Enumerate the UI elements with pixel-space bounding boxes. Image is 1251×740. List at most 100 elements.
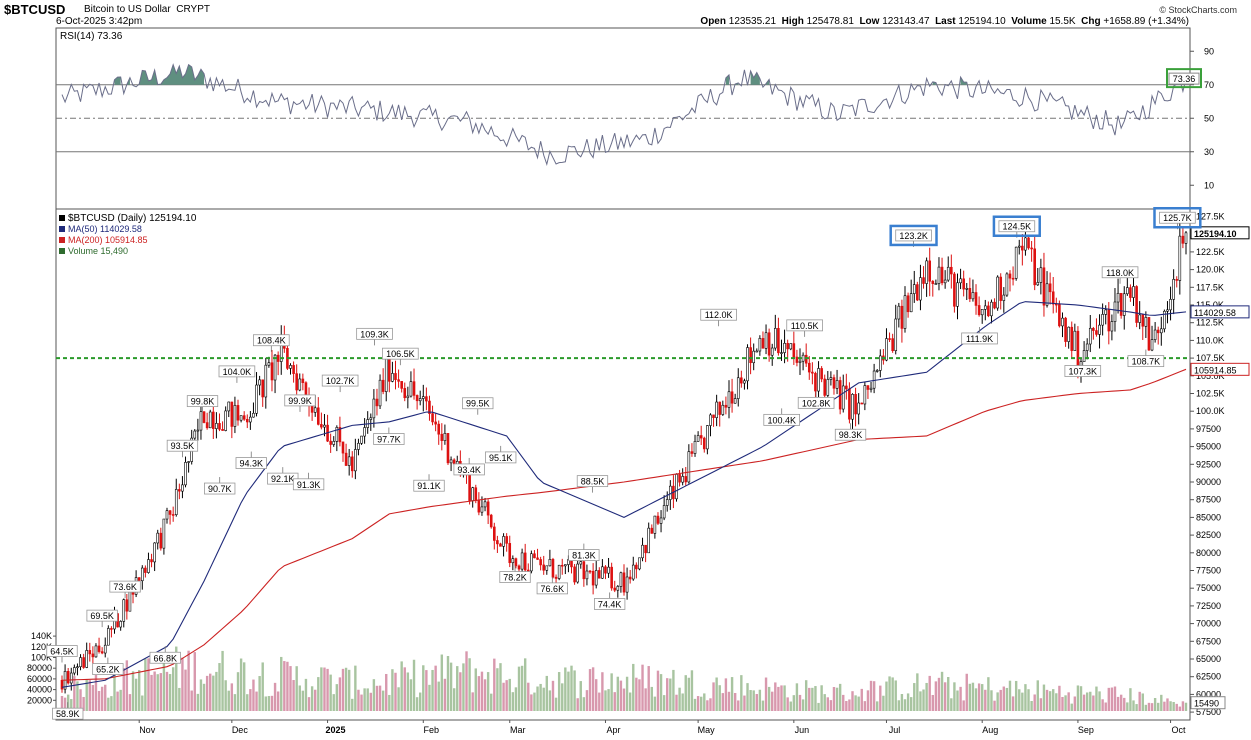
- volume-bar: [641, 664, 644, 711]
- volume-bar: [570, 665, 573, 711]
- candle-body: [406, 395, 410, 399]
- volume-bar: [310, 686, 314, 711]
- volume-bar: [1144, 704, 1148, 711]
- candle-body: [140, 567, 144, 582]
- candle-body: [931, 280, 935, 284]
- x-axis-label: Dec: [232, 725, 249, 735]
- volume-bar: [755, 694, 758, 711]
- volume-bar: [144, 658, 147, 711]
- candle-body: [452, 459, 456, 465]
- volume-tick-label: 60000: [27, 674, 52, 684]
- candle-body: [60, 679, 64, 690]
- volume-bar: [1101, 699, 1104, 711]
- volume-bar: [406, 672, 410, 711]
- candle-body: [542, 564, 546, 571]
- callout-highlight-box: [889, 224, 938, 247]
- candle-body: [1101, 314, 1104, 326]
- volume-bar: [1157, 702, 1160, 711]
- candle-body: [412, 381, 416, 396]
- callout-box: [576, 475, 609, 488]
- candle-body: [1126, 287, 1129, 295]
- volume-bar: [625, 676, 629, 711]
- volume-bar: [653, 696, 657, 711]
- candle-body: [557, 564, 561, 579]
- callout-label: 125.7K: [1163, 213, 1192, 223]
- candle-body: [937, 266, 941, 284]
- volume-bar: [823, 694, 826, 711]
- volume-bar: [894, 680, 897, 711]
- volume-bar: [499, 663, 502, 711]
- volume-bar: [792, 695, 796, 711]
- volume-bar: [456, 666, 459, 711]
- volume-bar: [1132, 700, 1135, 711]
- volume-bar: [437, 681, 440, 711]
- callout-box: [92, 663, 124, 675]
- candle-body: [147, 559, 150, 573]
- low-value: 123143.47: [882, 16, 930, 27]
- volume-bar: [329, 674, 332, 711]
- ma200-line: [61, 368, 1187, 681]
- callout-label: 69.5K: [90, 611, 114, 621]
- candle-body: [777, 328, 780, 354]
- volume-bar: [221, 650, 224, 711]
- candle-body: [641, 544, 644, 559]
- volume-bar: [539, 683, 542, 711]
- volume-bar: [1005, 687, 1009, 711]
- candle-body: [764, 332, 768, 349]
- volume-bar: [851, 691, 854, 711]
- candle-body: [295, 373, 298, 391]
- candle-body: [73, 667, 76, 674]
- candle-body: [159, 532, 163, 549]
- candle-body: [107, 628, 110, 646]
- candle-body: [298, 378, 302, 391]
- candle-body: [1129, 287, 1132, 298]
- volume-bar: [1141, 693, 1144, 711]
- exchange-label: CRYPT: [176, 4, 210, 15]
- candle-body: [869, 387, 873, 390]
- candle-body: [539, 559, 542, 566]
- volume-bar: [548, 690, 552, 711]
- volume-bar: [1163, 701, 1166, 711]
- volume-bar: [542, 687, 545, 711]
- candle-body: [823, 378, 827, 396]
- candle-body: [662, 505, 666, 519]
- candle-body: [1014, 246, 1018, 279]
- volume-bar: [888, 676, 891, 711]
- callout-label: 99.8K: [191, 397, 215, 407]
- candle-body: [1024, 237, 1027, 251]
- candle-body: [1033, 248, 1036, 286]
- volume-bar: [159, 673, 163, 711]
- volume-bar: [591, 667, 595, 711]
- candle-body: [604, 566, 607, 574]
- volume-bar: [66, 694, 70, 711]
- volume-bar: [579, 681, 582, 711]
- volume-bar: [332, 694, 335, 711]
- callout-label: 64.5K: [50, 647, 74, 657]
- candle-body: [434, 421, 437, 425]
- volume-bar: [446, 656, 450, 711]
- volume-bar: [273, 682, 277, 711]
- candle-body: [421, 396, 425, 399]
- volume-bar: [1113, 686, 1117, 711]
- volume-bar: [70, 699, 73, 711]
- volume-bar: [530, 694, 533, 711]
- volume-tick-label: 140K: [31, 631, 52, 641]
- volume-bar: [666, 678, 669, 711]
- volume-bar: [1178, 706, 1182, 711]
- volume-bar: [508, 678, 511, 711]
- volume-bar: [684, 675, 687, 711]
- volume-bar: [168, 674, 172, 711]
- volume-bar: [909, 697, 913, 711]
- candle-body: [804, 354, 808, 364]
- volume-bar: [1014, 680, 1018, 711]
- volume-bar: [363, 688, 366, 711]
- callout-label: 124.5K: [1003, 222, 1032, 232]
- candle-body: [514, 558, 518, 567]
- callout-box: [356, 327, 393, 340]
- callout-box: [998, 220, 1036, 233]
- volume-bar: [422, 665, 425, 711]
- volume-bar: [116, 691, 119, 711]
- legend-label: Volume 15,490: [68, 246, 128, 256]
- candle-body: [212, 411, 215, 429]
